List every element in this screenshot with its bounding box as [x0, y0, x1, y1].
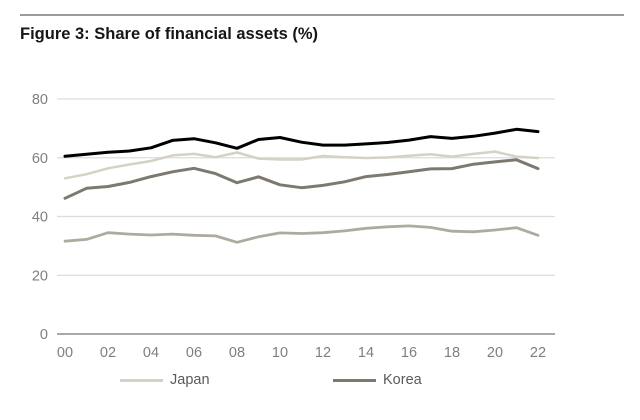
x-tick-label-04: 04	[143, 345, 159, 361]
y-tick-label-0: 0	[40, 327, 48, 343]
x-tick-label-02: 02	[100, 345, 116, 361]
x-tick-label-22: 22	[530, 345, 546, 361]
x-tick-label-20: 20	[487, 345, 503, 361]
y-axis-labels-group: 0 20 40 60 80	[32, 92, 48, 343]
x-tick-label-08: 08	[229, 345, 245, 361]
x-axis-labels-group: 00 02 04 06 08 10 12 14 16 18 20 22	[57, 345, 546, 361]
legend-swatch-japan	[120, 378, 163, 382]
title-rule	[20, 14, 624, 16]
y-tick-label-40: 40	[32, 210, 48, 226]
series-lines-group	[63, 127, 540, 244]
x-tick-label-06: 06	[186, 345, 202, 361]
x-tick-label-16: 16	[401, 345, 417, 361]
legend-item-japan: Japan	[120, 371, 210, 389]
series-line-korea	[63, 158, 540, 200]
series-line-japan	[63, 150, 540, 180]
legend-swatch-korea	[333, 378, 376, 382]
chart-legend: Japan Korea	[0, 371, 640, 391]
series-line-unlabeled-black	[63, 127, 540, 158]
y-tick-label-80: 80	[32, 92, 48, 108]
legend-item-korea: Korea	[333, 371, 422, 389]
x-tick-label-00: 00	[57, 345, 73, 361]
series-line-unlabeled-sage	[63, 224, 540, 244]
x-tick-label-10: 10	[272, 345, 288, 361]
y-tick-label-20: 20	[32, 268, 48, 284]
legend-label-japan: Japan	[170, 372, 210, 388]
legend-label-korea: Korea	[383, 372, 422, 388]
x-tick-label-12: 12	[315, 345, 331, 361]
x-tick-label-14: 14	[358, 345, 374, 361]
figure-title: Figure 3: Share of financial assets (%)	[20, 25, 318, 43]
x-tick-label-18: 18	[444, 345, 460, 361]
y-tick-label-60: 60	[32, 151, 48, 167]
